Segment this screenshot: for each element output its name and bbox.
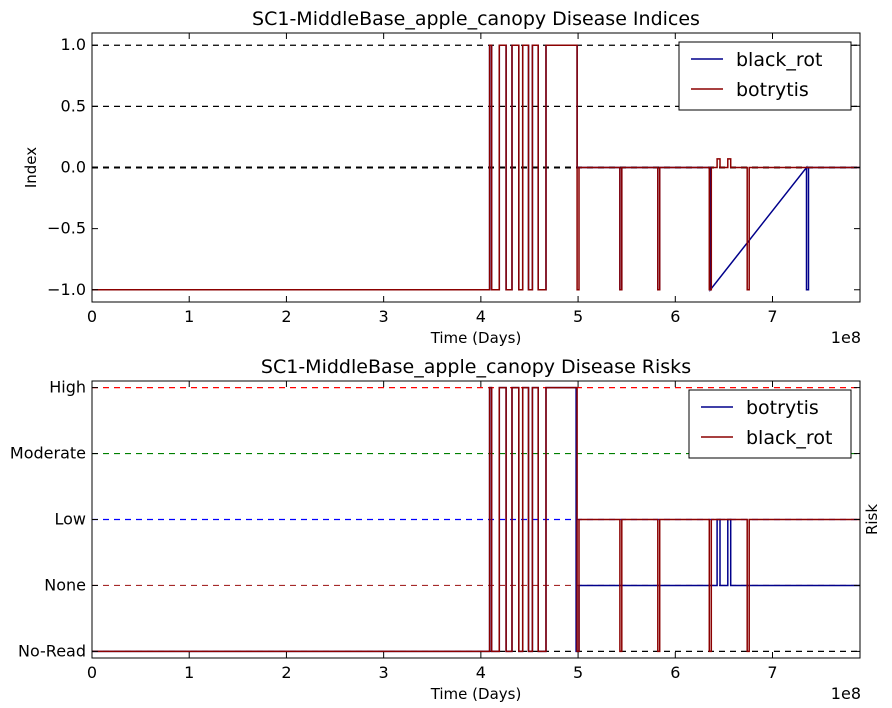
- chart-title: SC1-MiddleBase_apple_canopy Disease Indi…: [252, 8, 700, 30]
- x-offset-label: 1e8: [831, 328, 861, 347]
- legend-label: black_rot: [746, 427, 832, 449]
- chart-panel-2: 0 1 2 3 4 5 6 7 High Moderate Low None No-Read SC1-Mi…: [10, 356, 881, 703]
- x-axis-label: Time (Days): [430, 329, 522, 347]
- y-tick-label: None: [44, 575, 86, 594]
- y-tick-label: No-Read: [18, 641, 86, 660]
- y-axis-label: Index: [22, 147, 40, 188]
- legend-label: black_rot: [736, 49, 822, 71]
- x-tick-label: 2: [281, 663, 291, 682]
- x-tick-label: 2: [281, 307, 291, 326]
- legend: black_rot botrytis: [678, 41, 852, 111]
- x-tick-label: 5: [573, 663, 583, 682]
- x-tick-label: 1: [184, 307, 194, 326]
- y-tick-label: Moderate: [10, 444, 86, 463]
- x-tick-label: 6: [670, 307, 680, 326]
- x-tick-label: 4: [476, 307, 486, 326]
- legend-box: [688, 389, 852, 459]
- legend-label: botrytis: [746, 397, 819, 419]
- y-tick-label: 1.0: [61, 35, 86, 54]
- legend-box: [678, 41, 852, 111]
- chart-panel-1: 0 1 2 3 4 5 6 7 1.0 0.5 0.0 −0.5 −1.0 SC1-MiddleBase_…: [22, 8, 861, 347]
- y-axis-label: Risk: [863, 504, 881, 535]
- legend-label: botrytis: [736, 79, 809, 101]
- x-tick-label: 3: [379, 663, 389, 682]
- x-tick-label: 0: [87, 663, 97, 682]
- series-line-black_rot: [92, 386, 860, 653]
- x-tick-label: 4: [476, 663, 486, 682]
- x-tick-label: 5: [573, 307, 583, 326]
- y-tick-label: −1.0: [47, 280, 86, 299]
- x-tick-label: 6: [670, 663, 680, 682]
- x-tick-label: 1: [184, 663, 194, 682]
- y-tick-label: High: [49, 378, 86, 397]
- x-tick-label: 3: [379, 307, 389, 326]
- y-tick-label: Low: [54, 510, 86, 529]
- x-axis-label: Time (Days): [430, 685, 522, 703]
- y-tick-label: 0.0: [61, 158, 86, 177]
- legend: botrytis black_rot: [688, 389, 852, 459]
- x-tick-label: 7: [767, 663, 777, 682]
- chart-title: SC1-MiddleBase_apple_canopy Disease Risk…: [261, 356, 691, 378]
- x-tick-label: 7: [767, 307, 777, 326]
- y-tick-label: −0.5: [47, 219, 86, 238]
- x-tick-label: 0: [87, 307, 97, 326]
- y-tick-label: 0.5: [61, 96, 86, 115]
- series-line-botrytis: [92, 44, 860, 291]
- x-offset-label: 1e8: [831, 684, 861, 703]
